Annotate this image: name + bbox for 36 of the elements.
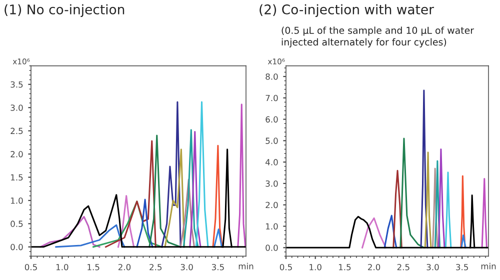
x-axis-title: min [481,262,496,270]
x-tick-label: 2.5 [150,264,162,270]
x-tick-label: 1.5 [338,264,351,270]
y-tick-label: 3.5 [10,81,23,88]
x-tick-label: 3.0 [180,264,193,270]
y-tick-label: 4.0 [266,159,278,166]
x-tick-label: 1.5 [88,264,100,270]
x-tick-label: 3.5 [456,264,468,270]
chart-subtitle: (0.5 µL of the sample and 10 µL of water injected alternately for four cycles) [282,26,474,48]
y-tick-label: 0.0 [266,244,278,251]
x-axis-title: min [238,262,254,270]
x-tick-label: 0.5 [280,264,292,270]
y-tick-label: 2.5 [10,128,23,134]
y-tick-label: 1.0 [266,223,278,230]
y-tick-label: 7.0 [266,94,278,102]
y-tick-label: 2.0 [266,202,278,208]
y-tick-label: 0.5 [10,220,23,227]
y-tick-label: 2.0 [10,151,23,158]
x-tick-label: 3.0 [426,264,439,270]
y-tick-label: 8.0 [266,73,278,80]
x-tick-label: 2.5 [397,264,410,270]
y-tick-label: 1.5 [11,174,23,181]
y-tick-label: 3.0 [10,104,23,111]
x-tick-label: 2.0 [118,264,131,270]
y-tick-label: 5.0 [266,138,278,144]
x-tick-label: 1.0 [310,264,322,270]
x-tick-label: 3.5 [212,264,224,270]
y-tick-label: 6.0 [266,116,278,123]
chart-title: (1) No co-injection [4,4,124,17]
y-tick-label: 0.0 [10,244,23,250]
x-tick-label: 0.5 [24,264,37,270]
chart-title: (2) Co-injection with water [260,4,434,17]
x-tick-label: 1.0 [56,264,68,270]
y-tick-label: 1.0 [11,197,23,204]
y-tick-label: 3.0 [266,180,278,187]
x-tick-label: 2.0 [368,264,380,270]
